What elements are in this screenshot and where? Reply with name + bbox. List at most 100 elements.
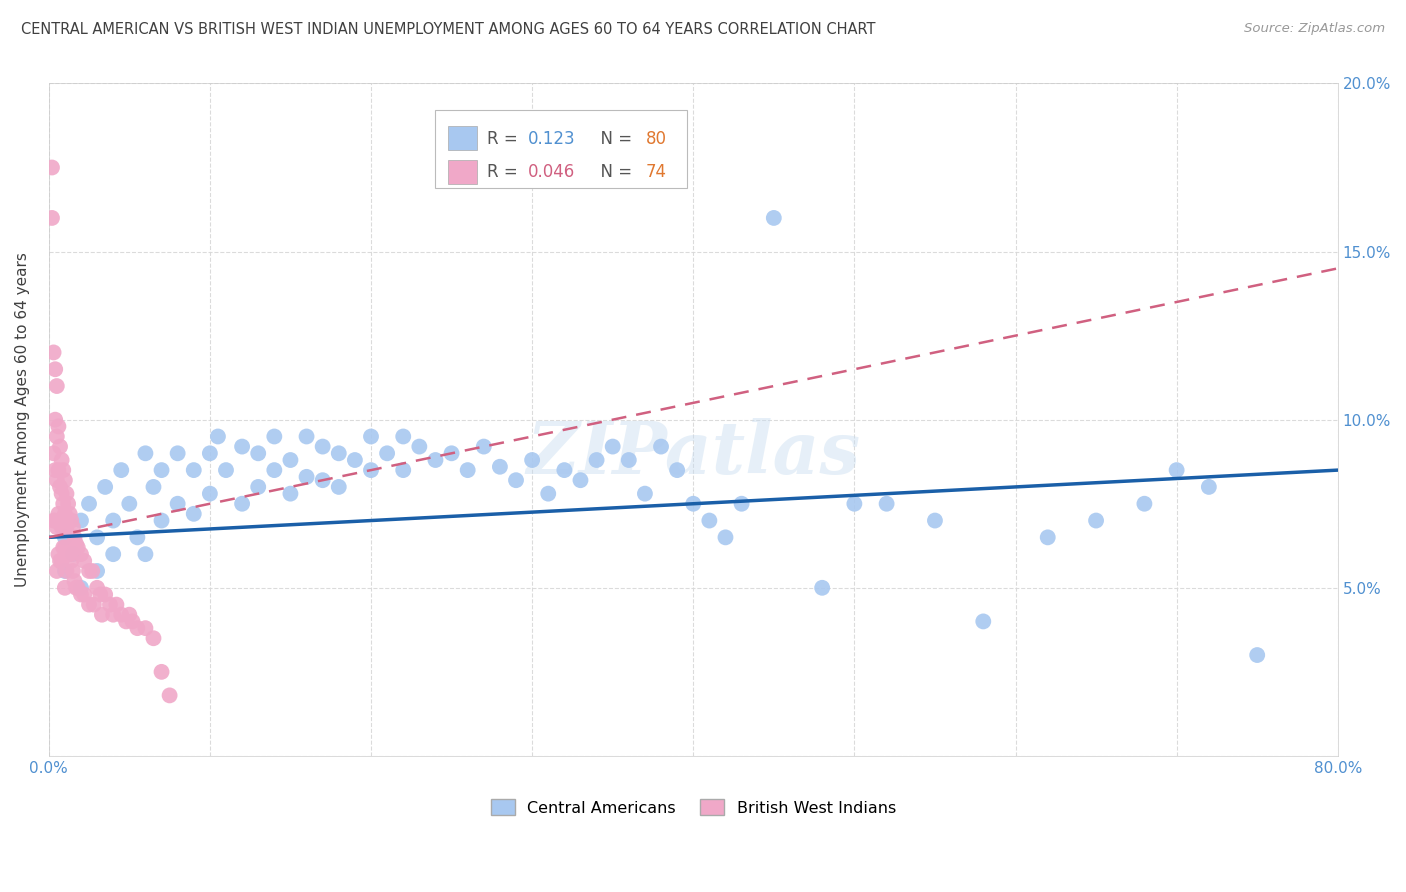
- Point: [45, 564, 67, 578]
- Point: [142, 632, 165, 646]
- Point: [103, 547, 125, 561]
- Point: [247, 446, 270, 460]
- Point: [115, 615, 138, 629]
- Text: R =: R =: [486, 163, 523, 181]
- Point: [1166, 463, 1188, 477]
- Point: [295, 470, 318, 484]
- Point: [844, 497, 866, 511]
- Point: [51, 453, 73, 467]
- Text: 0.123: 0.123: [529, 129, 576, 147]
- Point: [65, 537, 87, 551]
- Point: [51, 486, 73, 500]
- Point: [55, 564, 77, 578]
- Text: ZIPatlas: ZIPatlas: [526, 417, 860, 489]
- Point: [56, 541, 79, 555]
- Point: [55, 520, 77, 534]
- Point: [150, 463, 173, 477]
- Point: [42, 446, 65, 460]
- Point: [142, 480, 165, 494]
- Point: [77, 598, 100, 612]
- Point: [392, 463, 415, 477]
- Point: [63, 574, 86, 588]
- Point: [49, 514, 72, 528]
- Point: [1198, 480, 1220, 494]
- Point: [166, 497, 188, 511]
- Point: [62, 564, 84, 578]
- Point: [311, 440, 333, 454]
- Point: [876, 497, 898, 511]
- Point: [150, 665, 173, 679]
- Y-axis label: Unemployment Among Ages 60 to 64 years: Unemployment Among Ages 60 to 64 years: [15, 252, 30, 587]
- Point: [762, 211, 785, 225]
- Point: [811, 581, 834, 595]
- Point: [343, 453, 366, 467]
- Point: [60, 514, 83, 528]
- Point: [56, 497, 79, 511]
- Legend: Central Americans, British West Indians: Central Americans, British West Indians: [484, 793, 903, 822]
- Point: [295, 429, 318, 443]
- Point: [263, 463, 285, 477]
- Point: [110, 607, 132, 622]
- Point: [53, 581, 76, 595]
- Point: [617, 453, 640, 467]
- Point: [280, 453, 302, 467]
- Point: [44, 514, 66, 528]
- Point: [1246, 648, 1268, 662]
- Point: [105, 598, 128, 612]
- Point: [634, 486, 657, 500]
- Point: [94, 588, 117, 602]
- Point: [1085, 514, 1108, 528]
- Point: [127, 530, 149, 544]
- Point: [41, 161, 63, 175]
- Point: [42, 345, 65, 359]
- Point: [489, 459, 512, 474]
- Point: [89, 588, 111, 602]
- Point: [59, 507, 82, 521]
- Point: [60, 554, 83, 568]
- Point: [53, 564, 76, 578]
- Point: [682, 497, 704, 511]
- Point: [166, 446, 188, 460]
- FancyBboxPatch shape: [436, 111, 686, 187]
- Point: [121, 615, 143, 629]
- Text: 74: 74: [645, 163, 666, 181]
- Point: [86, 581, 108, 595]
- Point: [49, 440, 72, 454]
- Point: [44, 412, 66, 426]
- Point: [45, 473, 67, 487]
- Point: [51, 554, 73, 568]
- Point: [666, 463, 689, 477]
- Point: [45, 520, 67, 534]
- Point: [62, 520, 84, 534]
- Point: [70, 514, 93, 528]
- Point: [62, 547, 84, 561]
- Point: [77, 564, 100, 578]
- Point: [198, 446, 221, 460]
- Point: [360, 463, 382, 477]
- Point: [183, 507, 205, 521]
- Point: [70, 588, 93, 602]
- Point: [94, 480, 117, 494]
- Point: [49, 480, 72, 494]
- Point: [52, 497, 75, 511]
- Point: [118, 607, 141, 622]
- Point: [553, 463, 575, 477]
- Point: [408, 440, 430, 454]
- Point: [48, 547, 70, 561]
- Point: [59, 547, 82, 561]
- Point: [699, 514, 721, 528]
- Point: [505, 473, 527, 487]
- Point: [440, 446, 463, 460]
- Point: [472, 440, 495, 454]
- Point: [53, 507, 76, 521]
- Point: [103, 514, 125, 528]
- Point: [730, 497, 752, 511]
- Point: [49, 554, 72, 568]
- Point: [537, 486, 560, 500]
- Point: [42, 514, 65, 528]
- Point: [44, 362, 66, 376]
- Point: [83, 598, 105, 612]
- Point: [118, 497, 141, 511]
- Point: [375, 446, 398, 460]
- Point: [183, 463, 205, 477]
